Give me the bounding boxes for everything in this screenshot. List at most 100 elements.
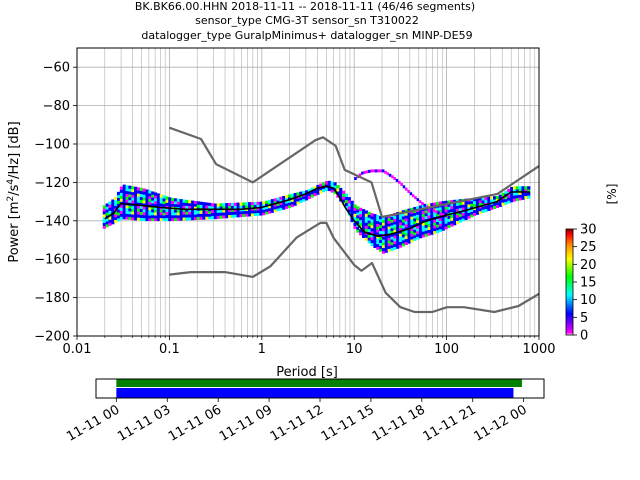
psd-cell <box>407 220 411 224</box>
psd-cell <box>393 229 397 233</box>
psd-cell <box>336 188 340 192</box>
psd-cell <box>384 246 388 250</box>
psd-cell <box>402 185 406 189</box>
psd-cell <box>433 213 437 217</box>
psd-cell <box>159 194 163 198</box>
psd-cell <box>387 217 391 221</box>
psd-cell <box>361 223 366 227</box>
psd-cell <box>290 196 294 200</box>
psd-cell <box>136 217 141 221</box>
psd-cell <box>339 193 343 197</box>
psd-cell <box>364 237 368 241</box>
psd-cell <box>413 235 417 239</box>
psd-cell <box>367 214 371 218</box>
psd-cell <box>373 242 377 246</box>
psd-cell <box>390 239 394 243</box>
psd-cell <box>527 192 531 196</box>
psd-cell <box>136 193 141 197</box>
psd-cell <box>211 203 215 207</box>
psd-cell <box>191 200 195 204</box>
psd-cell <box>342 199 346 203</box>
psd-cell <box>379 224 383 229</box>
psd-cell <box>450 205 454 210</box>
psd-cell <box>139 187 143 192</box>
psd-cell <box>399 213 403 217</box>
psd-cell <box>125 193 129 197</box>
psd-cell <box>464 213 468 217</box>
psd-cell <box>376 223 380 227</box>
psd-cell <box>353 216 357 220</box>
psd-cell <box>299 197 303 201</box>
psd-cell <box>287 199 292 203</box>
psd-cell <box>228 205 232 210</box>
psd-cell <box>430 225 434 230</box>
psd-cell <box>142 214 146 219</box>
psd-cell <box>134 189 138 193</box>
psd-cell <box>145 212 149 216</box>
psd-cell <box>381 247 386 251</box>
psd-cell <box>386 172 390 176</box>
psd-cell <box>290 198 294 202</box>
psd-cell <box>447 209 451 213</box>
psd-cell <box>393 232 397 236</box>
psd-cell <box>413 212 417 216</box>
psd-cell <box>342 190 346 194</box>
psd-cell <box>182 208 186 212</box>
psd-cell <box>228 211 232 216</box>
psd-cell <box>125 205 129 209</box>
psd-cell <box>265 206 269 210</box>
psd-cell <box>490 196 494 200</box>
psd-cell <box>395 178 399 182</box>
psd-cell <box>413 226 417 230</box>
psd-cell <box>377 169 380 173</box>
psd-cell <box>131 211 135 215</box>
psd-cell <box>518 189 522 193</box>
psd-cell <box>416 225 420 229</box>
psd-cell <box>401 243 406 247</box>
psd-cell <box>168 212 172 216</box>
psd-cell <box>307 192 312 196</box>
psd-cell <box>259 207 263 211</box>
psd-cell <box>185 211 189 215</box>
timeline-tick-label: 11-11 18 <box>370 402 428 444</box>
psd-cell <box>404 229 408 234</box>
psd-cell <box>128 191 132 195</box>
psd-cell <box>339 187 343 191</box>
psd-cell <box>411 194 415 198</box>
psd-cell <box>481 206 485 210</box>
psd-cell <box>131 186 135 190</box>
psd-cell <box>353 213 357 217</box>
psd-cell <box>191 206 195 210</box>
psd-cell <box>128 185 132 189</box>
psd-cell <box>199 210 203 214</box>
psd-cell <box>512 186 517 190</box>
psd-cell <box>478 197 482 201</box>
psd-cell <box>379 242 383 246</box>
psd-cell <box>527 195 531 199</box>
psd-cell <box>125 196 129 200</box>
psd-cell <box>418 220 423 224</box>
psd-cell <box>384 230 388 234</box>
psd-cell <box>131 208 135 212</box>
psd-cell <box>450 200 454 204</box>
psd-cell <box>372 169 376 173</box>
psd-cell <box>159 200 163 204</box>
psd-cell <box>370 222 374 226</box>
psd-cell <box>191 214 195 218</box>
psd-cell <box>131 214 135 218</box>
psd-cell <box>373 228 377 232</box>
psd-cell <box>139 205 143 210</box>
psd-cell <box>250 204 255 208</box>
psd-cell <box>156 204 161 208</box>
psd-cell <box>270 209 274 213</box>
psd-cell <box>188 217 192 221</box>
psd-cell <box>310 194 314 198</box>
psd-cell <box>290 201 294 205</box>
psd-cell <box>438 209 443 213</box>
psd-cell <box>421 219 425 223</box>
psd-cell <box>185 202 189 206</box>
psd-cell <box>111 218 115 222</box>
psd-cell <box>354 177 357 181</box>
psd-cell <box>319 189 323 194</box>
